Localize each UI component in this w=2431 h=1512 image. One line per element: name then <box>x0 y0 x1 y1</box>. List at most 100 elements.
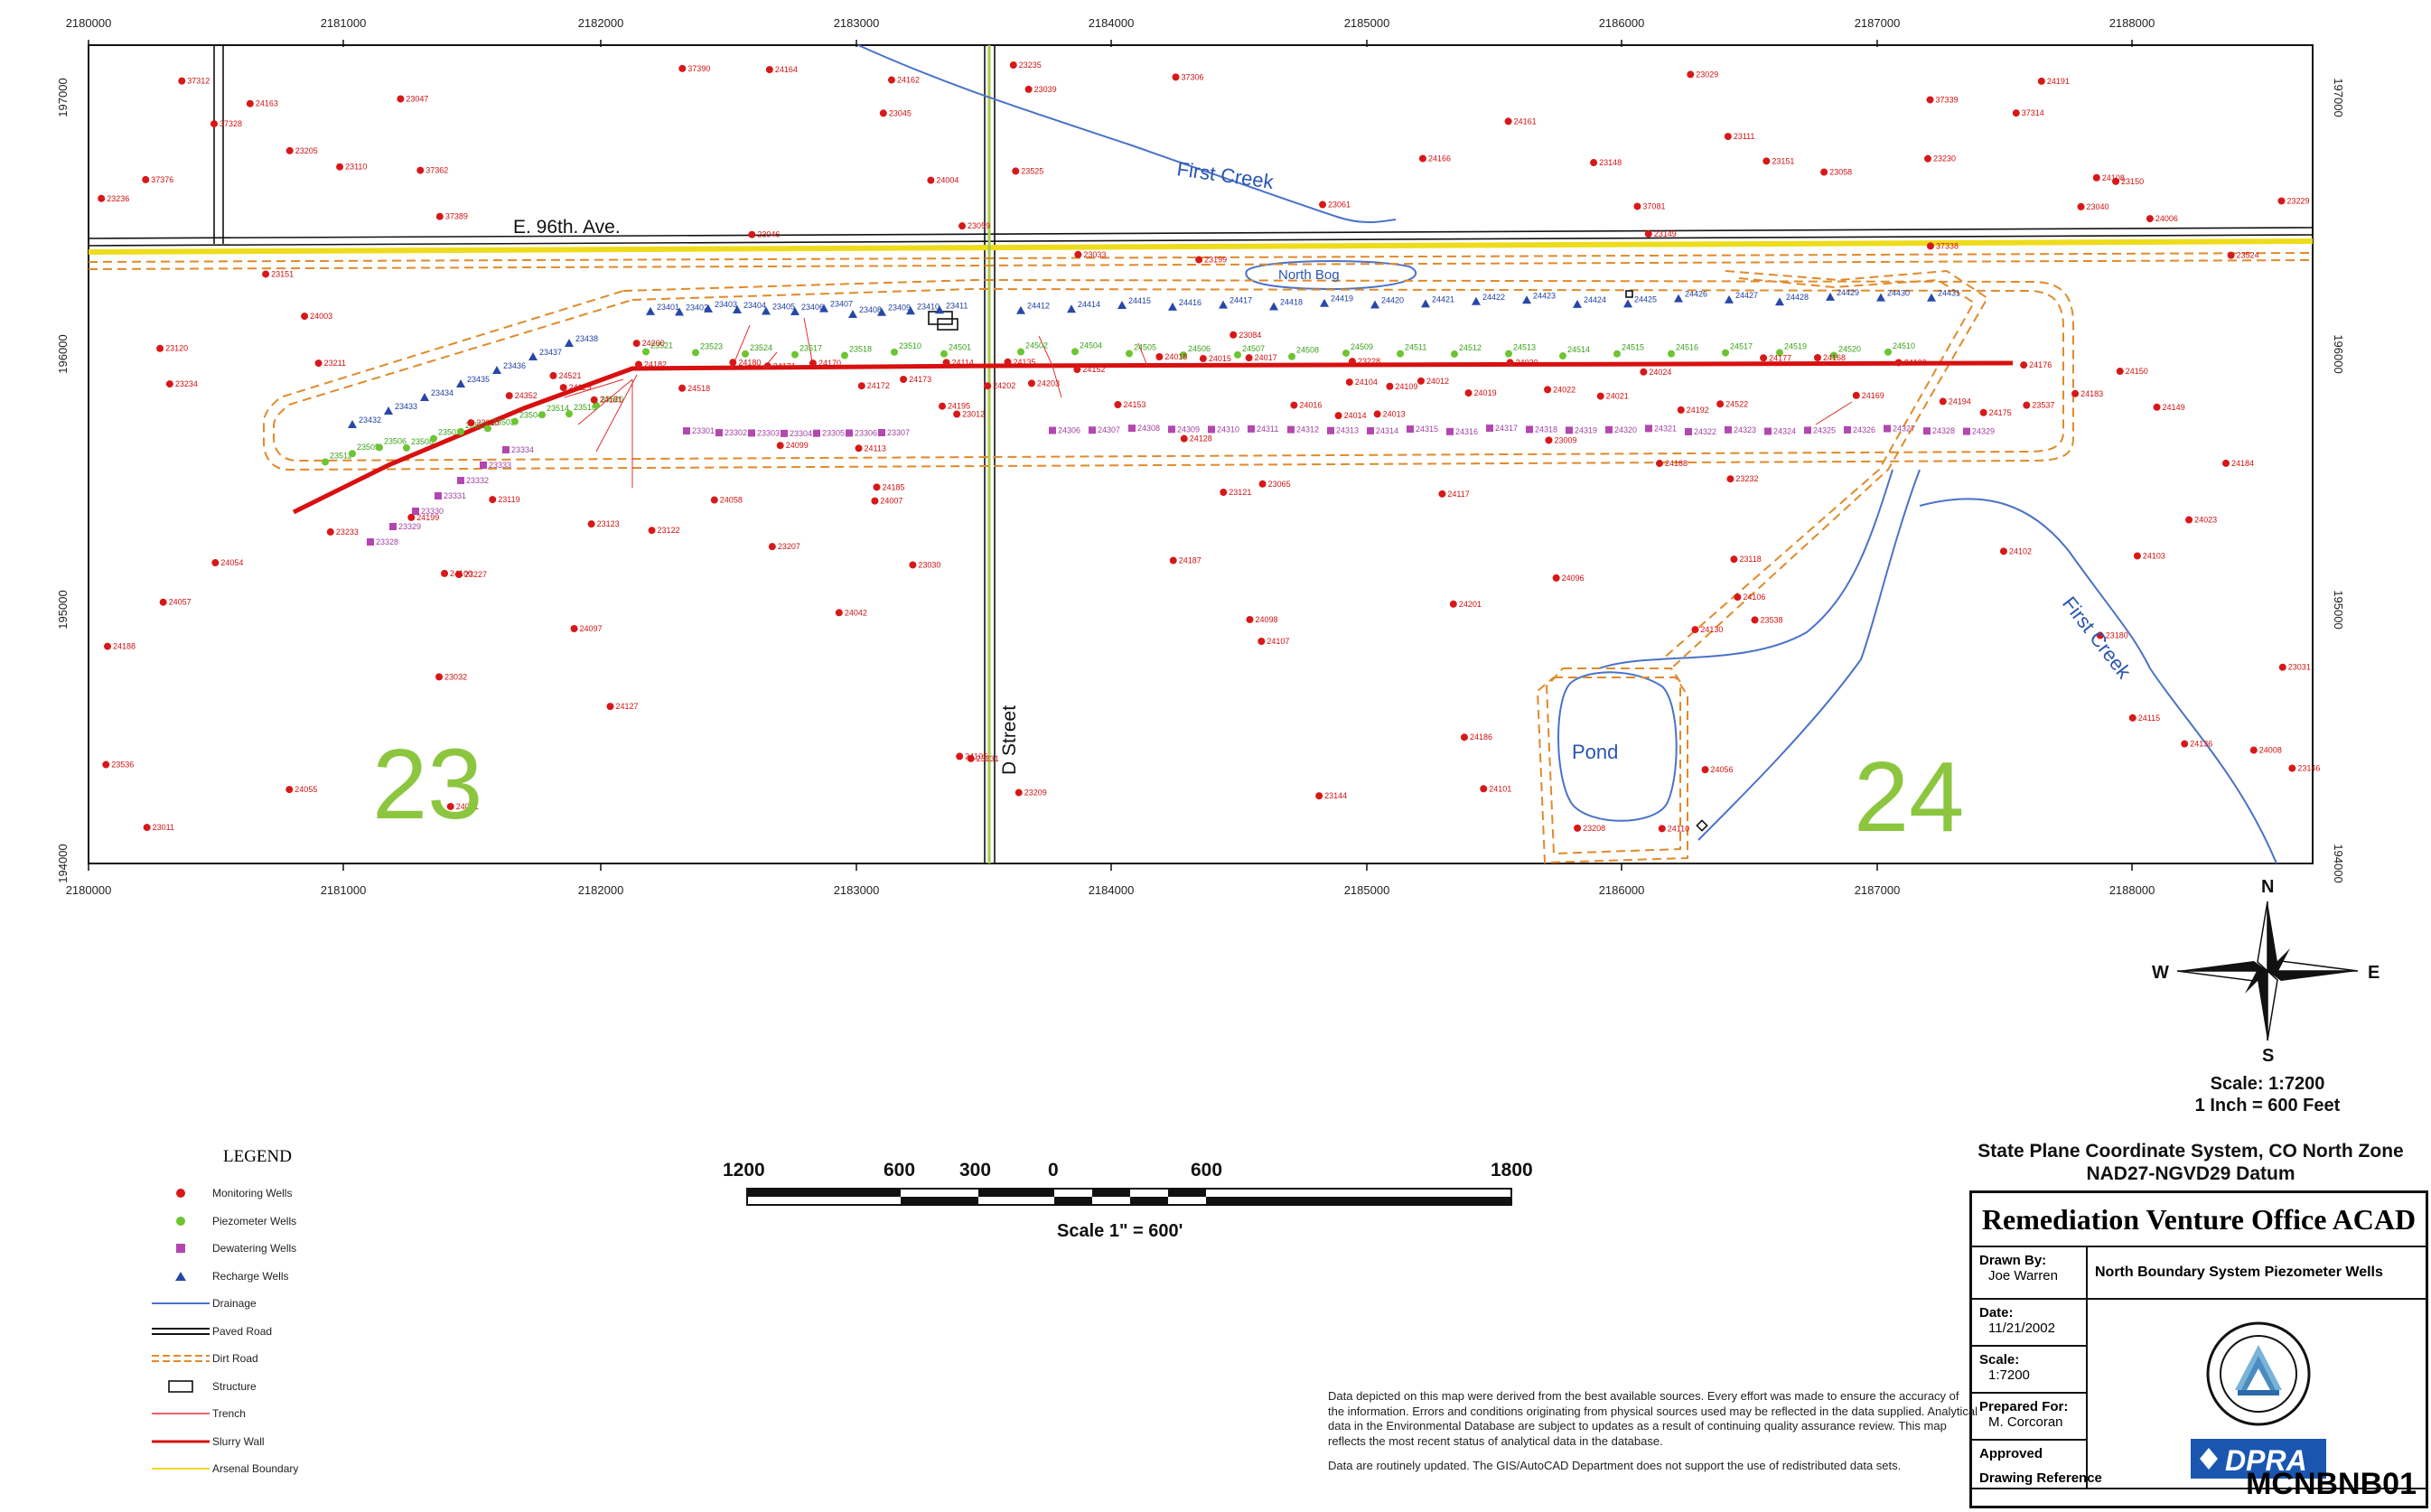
square-purple-icon <box>149 1243 212 1254</box>
monitoring-well-marker <box>1633 202 1641 210</box>
monitoring-well-marker <box>632 340 640 348</box>
piezometer-well-label: 24520 <box>1838 344 1861 353</box>
piezometer-well-marker <box>1830 351 1837 359</box>
recharge-well-label: 23402 <box>686 303 708 312</box>
monitoring-well-marker <box>102 761 110 769</box>
approved-label: Approved <box>1979 1446 2043 1461</box>
recharge-well-marker <box>456 379 465 387</box>
monitoring-well-marker <box>326 527 334 536</box>
piezometer-well-marker <box>457 427 464 435</box>
monitoring-well-marker <box>301 313 309 321</box>
monitoring-well-marker <box>1245 354 1253 362</box>
monitoring-well-label: 23110 <box>345 163 367 172</box>
monitoring-well-marker <box>1180 434 1188 443</box>
monitoring-well-marker <box>156 344 164 352</box>
dewatering-well-label: 24309 <box>1177 425 1200 434</box>
monitoring-well-label: 37328 <box>220 119 242 128</box>
pond-label: Pond <box>1572 741 1618 763</box>
monitoring-well-label: 24175 <box>1989 408 2012 417</box>
north-arrow: N S W E <box>2150 876 2385 1129</box>
piezometer-well-label: 24514 <box>1567 345 1590 354</box>
recharge-well-marker <box>492 366 501 374</box>
monitoring-well-label: 23228 <box>1358 357 1380 366</box>
monitoring-well-label: 24103 <box>2143 551 2165 560</box>
bog-label: North Bog <box>1278 267 1340 283</box>
dewatering-well-label: 23307 <box>887 428 910 437</box>
monitoring-well-label: 24015 <box>1209 354 1231 363</box>
monitoring-well-label: 23233 <box>336 527 359 537</box>
date-value: 11/21/2002 <box>1988 1321 2055 1336</box>
top-x-axis-ticks: 2180000 2181000 2182000 2183000 2184000 21850… <box>66 16 2155 47</box>
monitoring-well-label: 23032 <box>444 672 467 681</box>
monitoring-well-label: 23231 <box>977 754 999 763</box>
monitoring-well-label: 24182 <box>644 360 667 369</box>
scale-label: 1800 <box>1491 1160 1533 1181</box>
monitoring-well-marker <box>1820 168 1828 176</box>
monitoring-well-marker <box>549 371 557 379</box>
monitoring-well-marker <box>2133 552 2141 560</box>
monitoring-well-label: 23030 <box>918 560 940 569</box>
monitoring-well-marker <box>1590 159 1598 167</box>
section-23-label: 23 <box>372 729 482 840</box>
monitoring-well-label: 23061 <box>1328 201 1351 210</box>
x-tick-label: 2180000 <box>66 16 112 30</box>
monitoring-well-label: 24113 <box>865 443 886 453</box>
dewatering-well-marker <box>1486 425 1493 433</box>
monitoring-well-label: 24153 <box>1123 400 1145 409</box>
dewatering-well-label: 24321 <box>1654 424 1677 433</box>
piezometer-well-label: 23508 <box>411 437 434 446</box>
monitoring-well-label: 24115 <box>2138 714 2160 723</box>
monitoring-well-label: 24185 <box>882 482 904 491</box>
legend-label: Arsenal Boundary <box>212 1462 299 1476</box>
monitoring-well-label: 24128 <box>1190 434 1212 443</box>
monitoring-well-label: 24021 <box>1606 392 1629 401</box>
monitoring-well-marker <box>2181 740 2189 748</box>
monitoring-well-label: 24105 <box>965 751 987 761</box>
monitoring-well-label: 24184 <box>2231 459 2254 468</box>
recharge-well-label: 23432 <box>359 415 381 425</box>
dewatering-well-marker <box>1128 425 1136 433</box>
monitoring-well-marker <box>776 442 784 450</box>
monitoring-well-marker <box>570 624 578 632</box>
monitoring-well-label: 24168 <box>1823 353 1846 362</box>
dewatering-well-label: 24325 <box>1813 425 1836 434</box>
legend-item-structure: Structure <box>149 1373 420 1401</box>
monitoring-well-label: 24101 <box>1489 784 1511 793</box>
dewatering-well-label: 23302 <box>725 428 747 437</box>
monitoring-well-label: 23046 <box>757 230 780 239</box>
monitoring-well-label: 24181 <box>600 396 622 405</box>
piezometer-well-label: 24510 <box>1893 341 1915 350</box>
piezometer-well-label: 23501 <box>438 428 461 437</box>
monitoring-well-label: 24162 <box>897 76 920 85</box>
monitoring-well-label: 24352 <box>515 391 538 400</box>
monitoring-well-marker <box>1027 379 1035 387</box>
recharge-well-label: 23408 <box>859 305 882 314</box>
map-scale-text: Scale: 1:7200 1 Inch = 600 Feet <box>2150 1073 2385 1116</box>
dewatering-well-label: 23331 <box>444 491 466 500</box>
monitoring-well-marker <box>1552 574 1560 582</box>
piezometer-well-marker <box>1668 350 1675 358</box>
monitoring-well-label: 24057 <box>169 598 192 607</box>
monitoring-well-marker <box>768 543 776 551</box>
monitoring-well-marker <box>435 673 444 681</box>
monitoring-well-label: 23537 <box>2032 401 2054 410</box>
monitoring-well-label: 24192 <box>1687 406 1709 415</box>
monitoring-well-label: 24004 <box>936 176 958 185</box>
recharge-well-label: 23436 <box>503 361 526 370</box>
dewatering-well-label: 24324 <box>1773 426 1796 435</box>
monitoring-well-marker <box>1926 242 1934 250</box>
legend-label: Monitoring Wells <box>212 1187 293 1200</box>
scale-label: Scale: <box>1979 1352 2020 1367</box>
legend-label: Slurry Wall <box>212 1434 265 1448</box>
dewatering-well-label: 24312 <box>1296 425 1319 434</box>
dirt-roads <box>88 252 2314 864</box>
scale-label: 0 <box>1048 1160 1059 1181</box>
piezometer-well-marker <box>891 348 898 356</box>
monitoring-well-label: 23207 <box>778 542 800 551</box>
monitoring-well-marker <box>1386 382 1394 390</box>
piezometer-well-label: 23521 <box>650 341 673 350</box>
monitoring-well-label: 23208 <box>1583 824 1605 833</box>
x-tick-label: 2187000 <box>1855 883 1901 897</box>
monitoring-well-marker <box>835 609 843 617</box>
piezometer-well-marker <box>1180 351 1187 359</box>
